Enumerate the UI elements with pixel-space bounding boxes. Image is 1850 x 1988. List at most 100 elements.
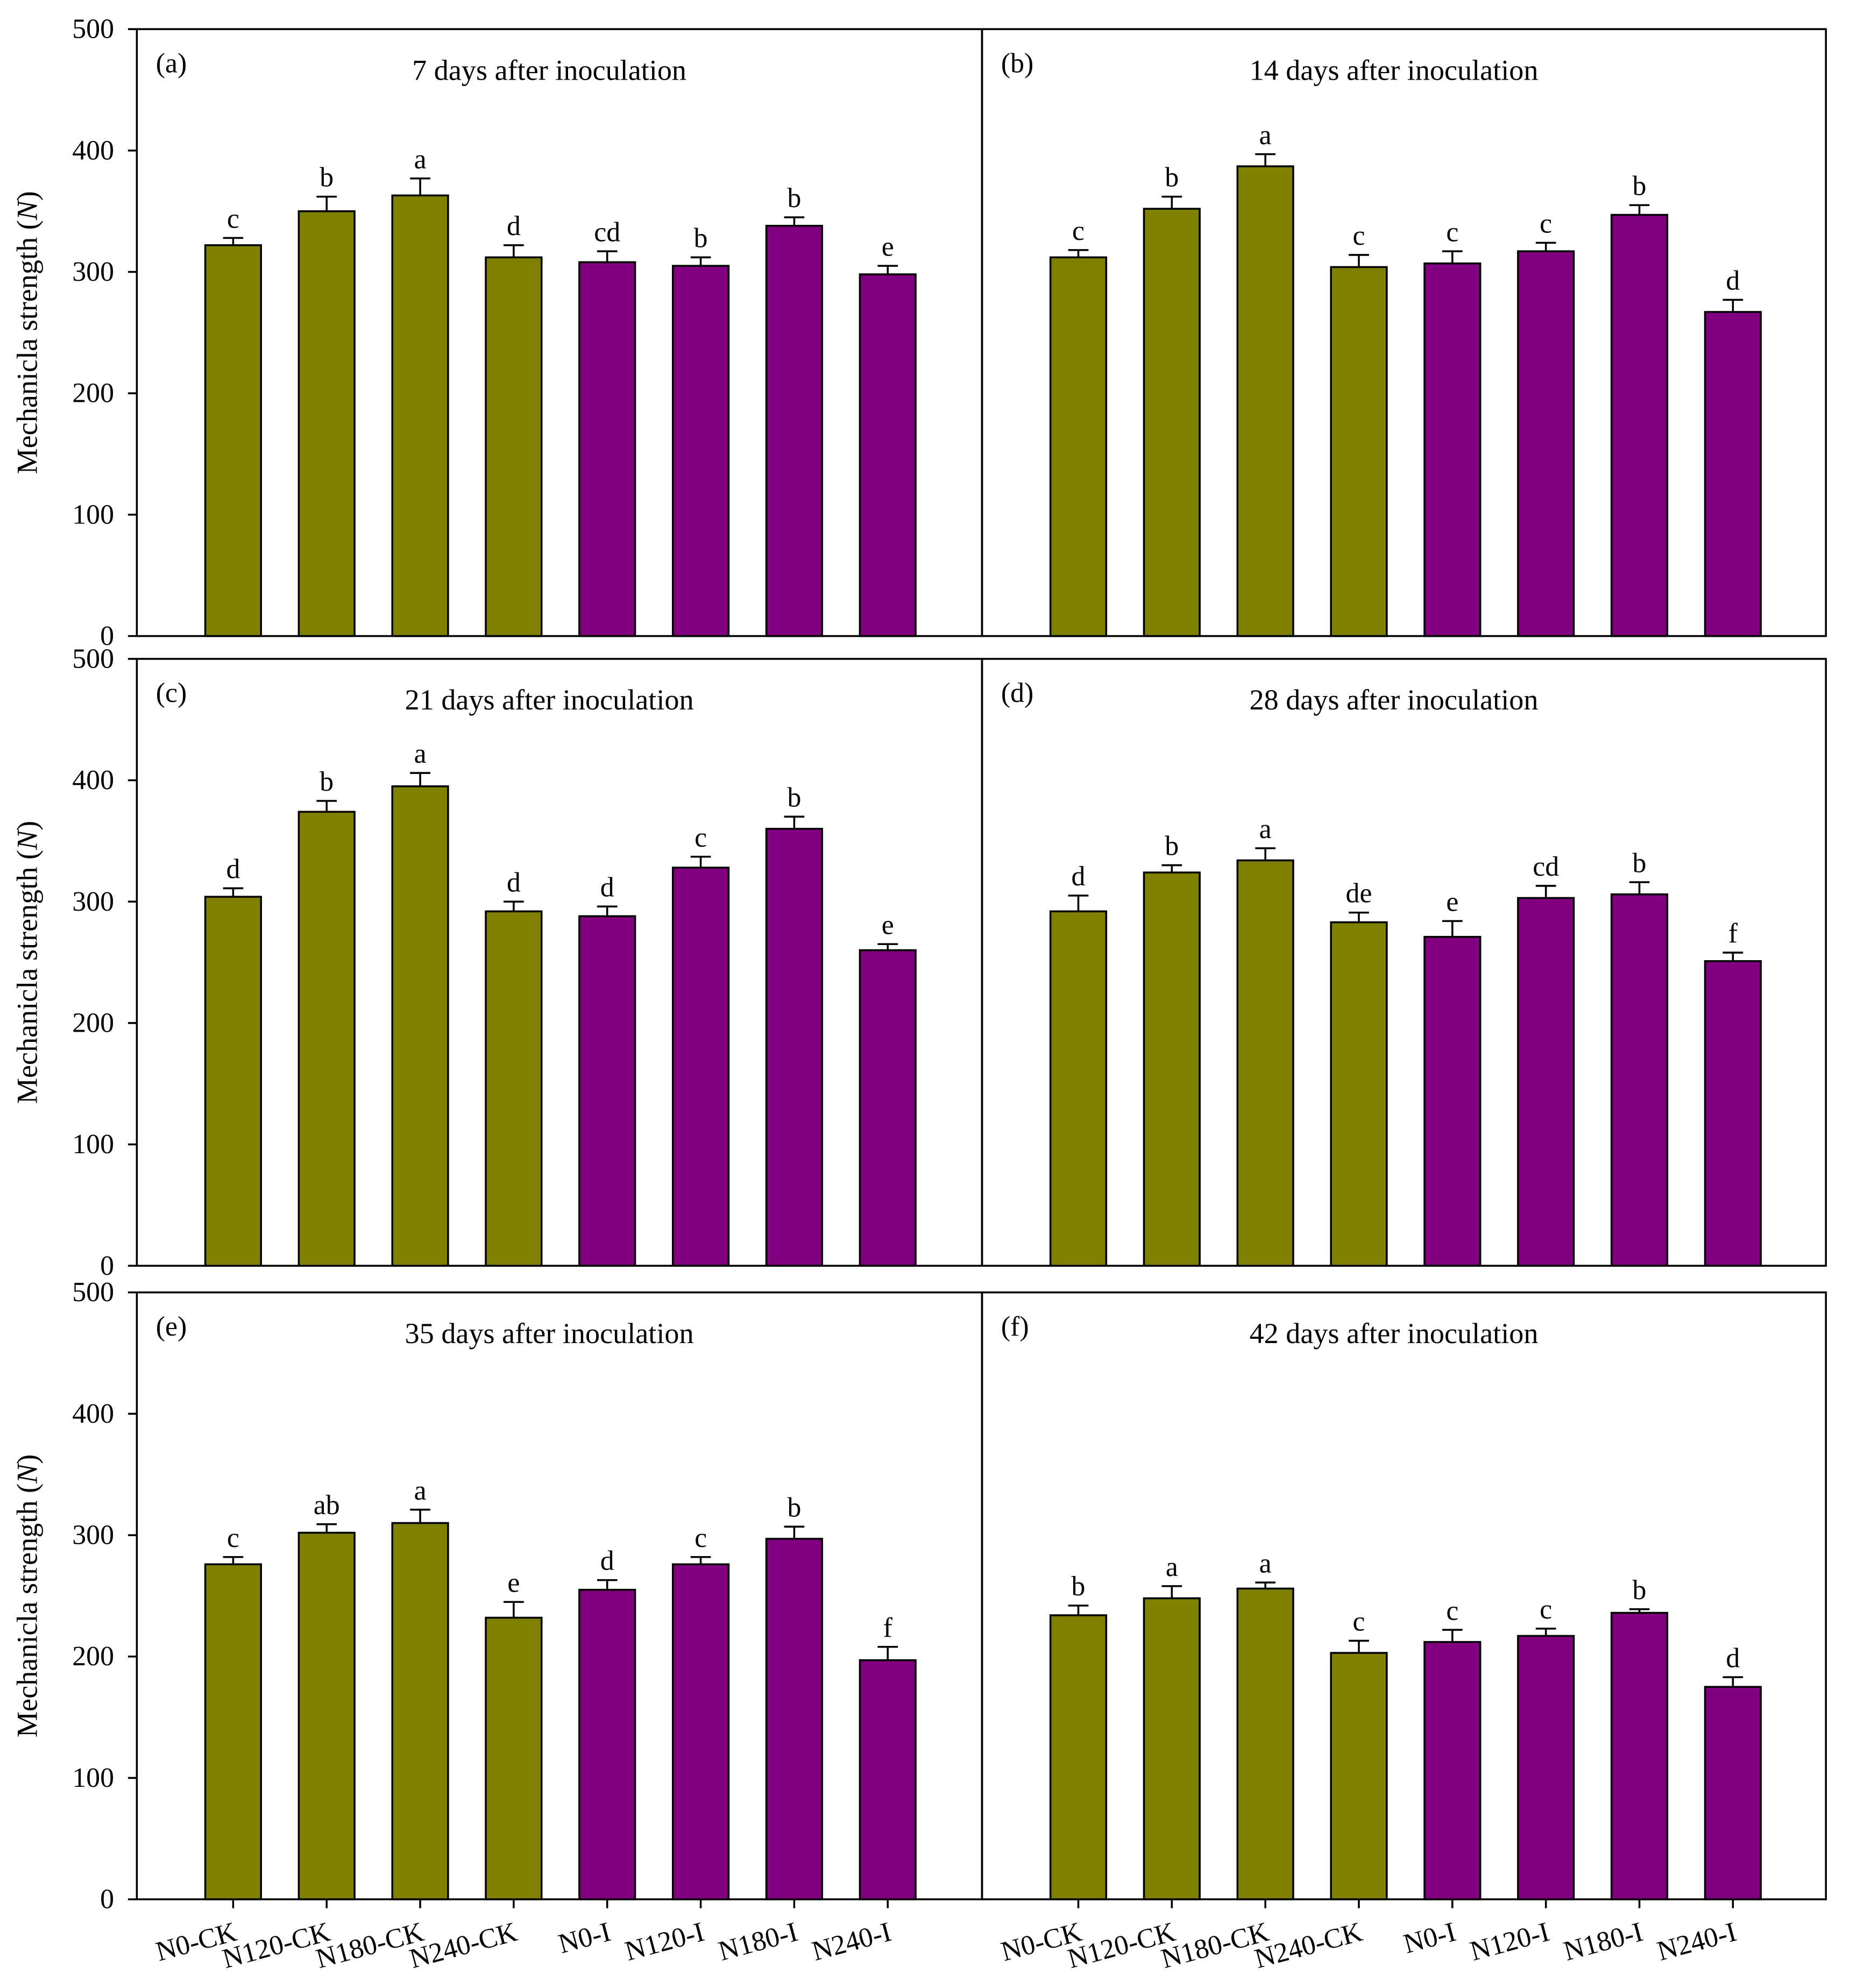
panel-frame xyxy=(136,1291,983,1900)
bar-N240-I xyxy=(1704,960,1762,1267)
y-axis-label-text: Mechanicla strength ( xyxy=(11,220,43,474)
x-tick-label: N240-CK xyxy=(406,1916,520,1975)
significance-letter: e xyxy=(882,910,894,940)
significance-letter: d xyxy=(1726,1643,1740,1673)
significance-letter: c xyxy=(1446,1595,1458,1626)
y-tick-label: 400 xyxy=(72,135,114,166)
significance-letter: c xyxy=(1540,1594,1552,1625)
significance-letter: d xyxy=(507,867,521,898)
bar-N0-I xyxy=(1423,935,1482,1267)
panel-title: 21 days after inoculation xyxy=(405,684,694,716)
bar-N180-I xyxy=(1610,893,1669,1267)
significance-letter: c xyxy=(1353,221,1365,251)
bar-N240-I xyxy=(1704,1686,1762,1900)
bar-N180-CK xyxy=(1236,165,1294,637)
y-axis-label-close: ) xyxy=(11,1454,43,1464)
y-tick-label: 100 xyxy=(72,1129,114,1160)
y-axis-label-unit: N xyxy=(11,1462,43,1484)
y-tick-label: 0 xyxy=(100,1884,114,1915)
y-tick-label: 200 xyxy=(72,1641,114,1672)
bar-N0-CK xyxy=(1049,256,1108,637)
y-tick-label: 500 xyxy=(72,14,114,45)
panel-d: (d) 28 days after inoculation d b a de e cd b f xyxy=(981,658,1827,1267)
bar-N240-I xyxy=(859,1659,917,1900)
significance-letter: cd xyxy=(1533,851,1559,882)
y-tick-label: 0 xyxy=(100,621,114,651)
bar-N120-I xyxy=(1517,250,1575,637)
y-tick-label: 400 xyxy=(72,1398,114,1429)
bar-N240-CK xyxy=(485,1616,543,1900)
panel-frame xyxy=(136,658,983,1267)
bar-N120-CK xyxy=(297,210,356,637)
panel-a: (a) 7 days after inoculation 0 100 200 300 400… xyxy=(11,14,983,651)
significance-letter: d xyxy=(226,854,240,885)
significance-letter: f xyxy=(883,1613,893,1643)
bar-N240-I xyxy=(1704,311,1762,637)
bar-N180-CK xyxy=(391,785,449,1267)
y-axis-label-close: ) xyxy=(11,191,43,201)
significance-letter: c xyxy=(1540,209,1552,239)
x-tick-label: N240-CK xyxy=(1251,1916,1365,1975)
bar-N240-CK xyxy=(1330,921,1388,1267)
bar-N120-I xyxy=(671,1563,730,1900)
y-tick-label: 0 xyxy=(100,1251,114,1281)
significance-letter: a xyxy=(414,739,427,769)
significance-letter: c xyxy=(1072,216,1085,246)
bar-N180-CK xyxy=(391,194,449,637)
panel-c: (c) 21 days after inoculation 0 100 200 300 40… xyxy=(11,643,983,1281)
y-axis-label-unit: N xyxy=(11,829,43,850)
bar-N120-I xyxy=(671,867,730,1267)
y-tick-label: 200 xyxy=(72,1007,114,1038)
significance-letter: c xyxy=(1353,1607,1365,1637)
significance-letter: c xyxy=(1446,217,1458,247)
bar-N180-CK xyxy=(1236,859,1294,1267)
bar-N0-I xyxy=(1423,1641,1482,1900)
significance-letter: cd xyxy=(594,217,620,247)
panel-label: (d) xyxy=(1001,678,1033,708)
bar-N0-I xyxy=(578,1588,636,1900)
y-tick-label: 500 xyxy=(72,643,114,674)
bar-N0-I xyxy=(578,261,636,637)
x-tick-label: N180-I xyxy=(715,1916,801,1967)
y-tick-label: 300 xyxy=(72,886,114,917)
panel-label: (e) xyxy=(156,1311,187,1342)
bar-N180-CK xyxy=(391,1522,449,1900)
significance-letter: c xyxy=(227,1523,239,1553)
significance-letter: a xyxy=(1166,1552,1178,1582)
bar-N180-I xyxy=(1610,214,1669,637)
panel-title: 28 days after inoculation xyxy=(1250,684,1539,716)
panel-title: 42 days after inoculation xyxy=(1250,1317,1539,1350)
significance-letter: de xyxy=(1346,878,1372,909)
bar-N0-CK xyxy=(1049,910,1108,1267)
significance-letter: d xyxy=(600,1546,614,1577)
bar-N120-CK xyxy=(1143,871,1201,1267)
bar-N180-I xyxy=(765,828,824,1267)
panel-frame xyxy=(981,658,1827,1267)
panel-f: (f) 42 days after inoculationbN0-CKaN120-… xyxy=(981,1291,1827,1975)
bar-N120-CK xyxy=(297,811,356,1267)
bar-N0-CK xyxy=(204,896,262,1267)
significance-letter: c xyxy=(694,1523,707,1553)
significance-letter: b xyxy=(1165,162,1179,193)
bar-N240-CK xyxy=(485,256,543,637)
y-axis-label-unit: N xyxy=(11,199,43,221)
panel-frame xyxy=(981,1291,1827,1900)
bar-N240-CK xyxy=(1330,1652,1388,1900)
y-tick-label: 300 xyxy=(72,1520,114,1551)
bar-N0-I xyxy=(578,915,636,1267)
significance-letter: b xyxy=(1072,1571,1086,1602)
x-tick-label: N240-I xyxy=(1654,1916,1740,1967)
significance-letter: c xyxy=(227,203,239,234)
significance-letter: a xyxy=(1259,1548,1272,1579)
bar-N0-CK xyxy=(204,244,262,637)
panel-title: 14 days after inoculation xyxy=(1250,54,1539,86)
panel-b: (b) 14 days after inoculation c b a c c c b d xyxy=(981,28,1827,637)
significance-letter: a xyxy=(1259,814,1272,844)
bar-N120-I xyxy=(1517,1635,1575,1900)
bar-N180-I xyxy=(765,224,824,637)
y-tick-label: 400 xyxy=(72,765,114,796)
y-tick-label: 300 xyxy=(72,257,114,287)
x-tick-label: N120-I xyxy=(1467,1916,1553,1967)
panel-frame xyxy=(981,28,1827,637)
bar-N120-I xyxy=(1517,897,1575,1267)
